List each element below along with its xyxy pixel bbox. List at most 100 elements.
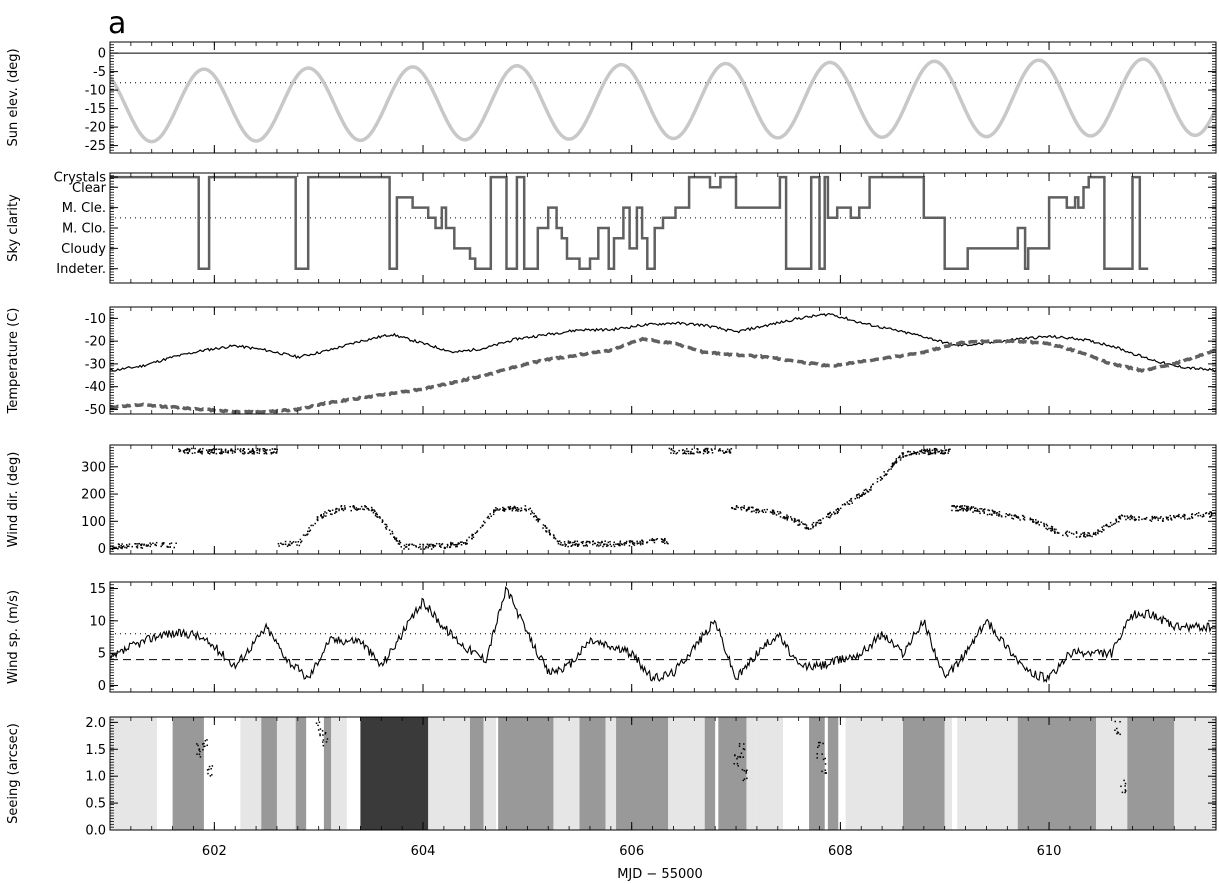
wind-dir-point (447, 544, 449, 546)
wind-dir-point (206, 450, 208, 452)
wind-dir-point (740, 507, 742, 509)
wind-dir-point (1076, 532, 1078, 534)
wind-dir-point (425, 546, 427, 548)
wind-dir-point (1206, 512, 1208, 514)
panel-temp: -10-20-30-40-50Temperature (C) (6, 307, 1216, 418)
wind-dir-point (734, 508, 736, 510)
wind-dir-point (830, 512, 832, 514)
seeing-band-15 (606, 717, 616, 830)
seeing-point (823, 759, 825, 761)
wind-dir-point (947, 452, 949, 454)
wind-dir-point (1118, 516, 1120, 518)
wind-dir-point (394, 536, 396, 538)
wind-dir-point (411, 544, 413, 546)
wind-dir-point (498, 509, 500, 511)
wind-dir-point (248, 449, 250, 451)
wind-dir-point (242, 453, 244, 455)
wind-dir-point (902, 453, 904, 455)
wind-dir-point (870, 489, 872, 491)
seeing-point (743, 780, 745, 782)
wind-dir-point (640, 544, 642, 546)
wind-dir-point (1171, 519, 1173, 521)
wind-dir-point (178, 448, 180, 450)
wind-dir-point (1095, 534, 1097, 536)
wind-dir-point (141, 543, 143, 545)
wind-dir-point (744, 505, 746, 507)
wind-dir-point (1101, 527, 1103, 529)
wind-dir-point (1122, 515, 1124, 517)
wind-dir-point (1054, 528, 1056, 530)
wdir-y-axis-label: Wind dir. (deg) (6, 452, 21, 548)
wind-dir-point (343, 510, 345, 512)
wind-dir-point (194, 448, 196, 450)
wind-dir-point (779, 511, 781, 513)
wind-dir-point (1030, 519, 1032, 521)
wind-dir-point (243, 450, 245, 452)
wind-dir-point (1005, 516, 1007, 518)
wind-dir-point (642, 543, 644, 545)
wind-dir-point (690, 451, 692, 453)
panel-wspd: 051015Wind sp. (m/s) (6, 582, 1216, 694)
wind-dir-point (682, 453, 684, 455)
seeing-point (825, 763, 827, 765)
wind-dir-point (812, 524, 814, 526)
seeing-point (316, 722, 318, 724)
wind-dir-point (1111, 524, 1113, 526)
wind-dir-point (264, 453, 266, 455)
wind-dir-point (392, 533, 394, 535)
wind-dir-point (427, 547, 429, 549)
wind-dir-point (696, 451, 698, 453)
wind-dir-point (996, 514, 998, 516)
wind-dir-point (134, 543, 136, 545)
wind-dir-point (592, 544, 594, 546)
wind-dir-point (806, 526, 808, 528)
wind-dir-point (877, 481, 879, 483)
wind-dir-point (564, 543, 566, 545)
wind-dir-point (735, 509, 737, 511)
wind-dir-point (777, 511, 779, 513)
wind-dir-point (1198, 512, 1200, 514)
wind-dir-point (440, 547, 442, 549)
wind-dir-point (169, 543, 171, 545)
wind-dir-point (545, 525, 547, 527)
wind-dir-point (525, 509, 527, 511)
wind-dir-point (630, 540, 632, 542)
wind-dir-point (503, 508, 505, 510)
wind-dir-point (666, 541, 668, 543)
seeing-band-31 (1174, 717, 1216, 830)
wspd-ytick-label: 10 (89, 614, 106, 629)
wind-dir-point (1134, 519, 1136, 521)
wind-dir-point (1043, 524, 1045, 526)
seeing-point (320, 728, 322, 730)
sky-clarity-line (110, 177, 1148, 269)
wind-dir-point (909, 451, 911, 453)
wind-dir-point (1079, 536, 1081, 538)
wind-dir-point (266, 449, 268, 451)
wind-dir-point (619, 542, 621, 544)
wind-dir-point (686, 451, 688, 453)
wind-dir-point (964, 508, 966, 510)
wind-dir-point (987, 514, 989, 516)
seeing-point (1125, 783, 1127, 785)
wind-dir-point (1149, 520, 1151, 522)
wind-dir-point (953, 505, 955, 507)
wind-dir-point (435, 545, 437, 547)
wind-dir-point (315, 523, 317, 525)
wind-dir-point (317, 520, 319, 522)
wind-dir-point (815, 524, 817, 526)
wind-dir-point (807, 528, 809, 530)
wind-dir-point (262, 448, 264, 450)
wind-dir-point (185, 449, 187, 451)
seeing-point (740, 757, 742, 759)
wind-dir-point (192, 453, 194, 455)
wind-dir-point (726, 451, 728, 453)
wdir-plot-area (110, 448, 1217, 550)
wind-dir-point (587, 541, 589, 543)
wind-dir-point (472, 534, 474, 536)
wind-dir-point (600, 544, 602, 546)
wind-dir-point (1114, 523, 1116, 525)
wind-dir-point (1097, 532, 1099, 534)
wind-dir-point (688, 453, 690, 455)
sky-ytick-label: M. Cle. (62, 201, 106, 216)
wind-dir-point (842, 504, 844, 506)
